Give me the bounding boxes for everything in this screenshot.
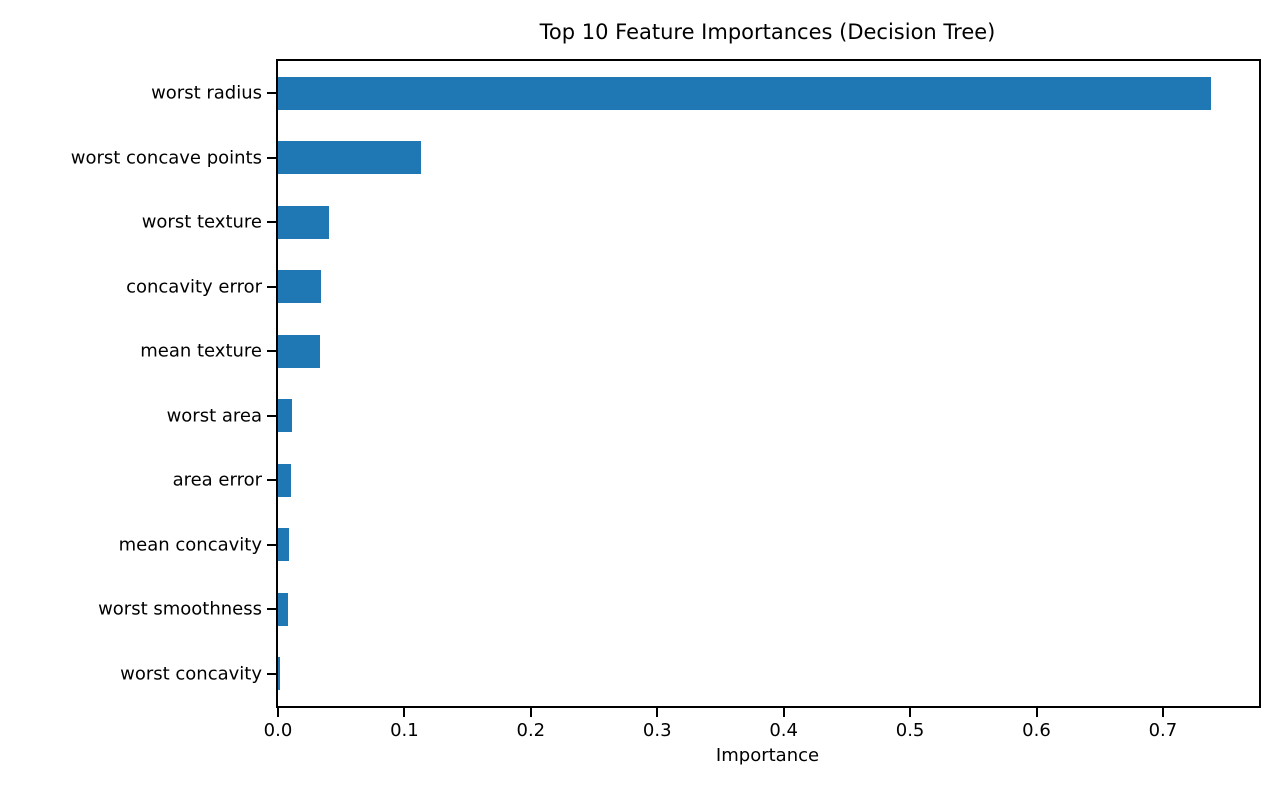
y-tick-label: mean texture [140, 340, 262, 362]
y-tick [267, 672, 276, 675]
bar-worst-texture [278, 205, 329, 239]
x-tick-label: 0.0 [263, 720, 293, 741]
y-tick-label: mean concavity [118, 534, 262, 556]
x-tick-label: 0.4 [769, 720, 798, 741]
bar-worst-area [278, 399, 292, 433]
x-tick [403, 708, 406, 717]
y-tick [267, 543, 276, 546]
x-tick [656, 708, 659, 717]
y-tick-label: worst texture [141, 211, 262, 233]
bar-concavity-error [278, 270, 321, 304]
y-tick [267, 156, 276, 159]
bar-worst-concave-points [278, 141, 421, 175]
y-tick-label: area error [172, 469, 262, 491]
bar-worst-concavity [278, 657, 280, 691]
y-tick-label: worst concave points [70, 147, 262, 169]
x-axis-label: Importance [715, 745, 820, 766]
bar-mean-texture [278, 334, 320, 368]
bar-area-error [278, 463, 291, 497]
y-tick-label: worst smoothness [98, 598, 262, 620]
x-tick [909, 708, 912, 717]
y-tick [267, 350, 276, 353]
y-tick-label: worst radius [151, 82, 262, 104]
y-tick [267, 414, 276, 417]
bar-worst-radius [278, 76, 1211, 110]
y-tick-label: worst concavity [120, 663, 262, 685]
x-tick-label: 0.1 [390, 720, 419, 741]
y-tick [267, 92, 276, 95]
y-tick-label: worst area [166, 405, 262, 427]
x-tick [782, 708, 785, 717]
chart-title: Top 10 Feature Importances (Decision Tre… [539, 20, 996, 44]
x-tick [277, 708, 279, 717]
bar-worst-smoothness [278, 592, 289, 626]
x-tick-label: 0.2 [516, 720, 546, 741]
y-tick [267, 479, 276, 482]
x-tick-label: 0.6 [1022, 720, 1051, 741]
x-tick [1161, 708, 1164, 717]
y-tick [267, 608, 276, 611]
bar-mean-concavity [278, 528, 290, 562]
y-tick-label: concavity error [126, 276, 262, 298]
x-tick-label: 0.3 [642, 720, 672, 741]
x-tick [1035, 708, 1038, 717]
x-tick-label: 0.7 [1148, 720, 1178, 741]
plot-area: worst radius worst concave points worst te… [71, 59, 1261, 741]
x-tick [529, 708, 532, 717]
y-tick [267, 285, 276, 288]
x-tick-label: 0.5 [895, 720, 925, 741]
y-tick [267, 221, 276, 224]
